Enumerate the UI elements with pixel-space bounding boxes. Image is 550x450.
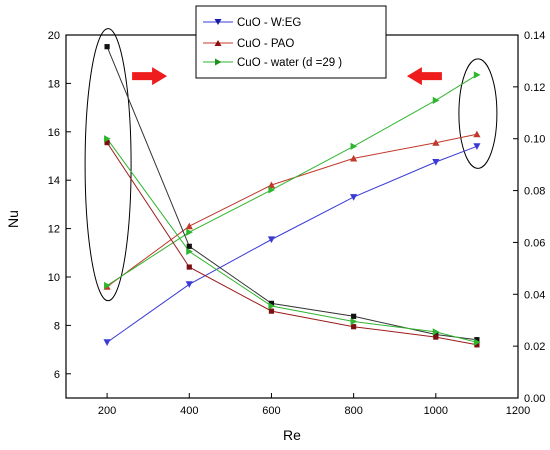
legend-label-3: CuO - water (d =29 ) <box>237 57 342 69</box>
legend-box <box>195 5 387 79</box>
data-point <box>432 96 440 104</box>
data-point <box>186 243 192 249</box>
data-point <box>186 264 192 270</box>
y-tick-label: 10 <box>48 272 60 284</box>
legend-marker-1 <box>214 19 222 25</box>
data-point <box>186 228 193 236</box>
series-line <box>106 46 477 341</box>
annotation-arrows <box>132 67 442 86</box>
y2-tick-label: 0.10 <box>524 134 545 146</box>
data-point <box>350 194 358 201</box>
y2-tick-label: 0.14 <box>524 30 545 42</box>
data-point <box>104 140 110 146</box>
series-line <box>106 133 478 288</box>
data-point <box>268 186 276 194</box>
x-tick-label: 200 <box>98 405 116 417</box>
y-tick-label: 14 <box>48 175 60 187</box>
arrow-right-icon <box>132 67 168 86</box>
x-tick-label: 1200 <box>506 405 530 417</box>
data-point <box>268 300 275 306</box>
data-point <box>185 281 193 288</box>
y-axis-title: Nu <box>5 210 21 228</box>
data-point <box>267 181 276 189</box>
data-point <box>350 317 358 326</box>
series-line <box>106 145 478 343</box>
data-point <box>432 158 440 166</box>
data-point <box>432 328 440 336</box>
data-point <box>104 281 111 290</box>
data-point <box>474 337 480 343</box>
data-point <box>433 334 439 340</box>
data-point <box>350 142 358 150</box>
y-tick-label: 18 <box>48 78 60 90</box>
data-point <box>104 44 110 50</box>
data-point <box>104 135 111 143</box>
data-point <box>268 308 275 314</box>
y-tick-label: 16 <box>48 127 60 139</box>
arrow-left-icon <box>406 67 442 86</box>
y2-tick-label: 0.04 <box>524 289 545 301</box>
data-point <box>473 338 481 346</box>
data-point <box>351 313 357 319</box>
series-line <box>106 138 478 343</box>
y-tick-label: 6 <box>54 369 60 381</box>
series-markers <box>103 44 481 348</box>
y2-tick-label: 0.02 <box>524 341 545 353</box>
legend: CuO - W:EG CuO - PAO CuO - water (d =29 … <box>195 5 387 79</box>
legend-label-2: CuO - PAO <box>237 38 294 50</box>
y2-tick-label: 0.00 <box>524 393 545 405</box>
data-point <box>268 302 276 310</box>
x-tick-label: 400 <box>180 405 198 417</box>
legend-marker-3 <box>215 58 222 66</box>
data-point <box>186 247 193 256</box>
legend-marker-2 <box>214 40 222 46</box>
data-point <box>473 143 481 150</box>
ellipse-annotation <box>458 58 498 169</box>
y2-tick-label: 0.12 <box>524 82 545 94</box>
legend-label-1: CuO - W:EG <box>237 17 301 29</box>
tick-layer: 200 400 600 800 1000 1200 6 8 10 12 14 16 18 20 0.00 0.… <box>48 30 546 417</box>
y2-tick-label: 0.08 <box>524 186 545 198</box>
y-tick-label: 20 <box>48 30 60 42</box>
data-point <box>474 342 480 348</box>
x-tick-label: 1000 <box>424 405 448 417</box>
y2-tick-label: 0.06 <box>524 237 545 249</box>
data-point <box>473 71 481 79</box>
ellipse-annotation <box>84 28 132 302</box>
series-lines <box>106 46 478 346</box>
y-tick-label: 12 <box>48 224 60 236</box>
series-line <box>106 142 477 346</box>
data-point <box>473 130 481 138</box>
x-tick-label: 600 <box>262 405 280 417</box>
annotation-ellipses <box>84 28 498 302</box>
data-point <box>185 222 193 230</box>
plot-frame <box>65 34 519 399</box>
x-axis-title: Re <box>283 427 301 443</box>
data-point <box>267 236 276 244</box>
x-tick-label: 800 <box>344 405 362 417</box>
data-point <box>351 324 357 330</box>
data-point <box>103 339 111 346</box>
series-line <box>106 74 478 286</box>
data-point <box>350 154 358 162</box>
data-point <box>432 139 440 146</box>
y-tick-label: 8 <box>54 320 60 332</box>
